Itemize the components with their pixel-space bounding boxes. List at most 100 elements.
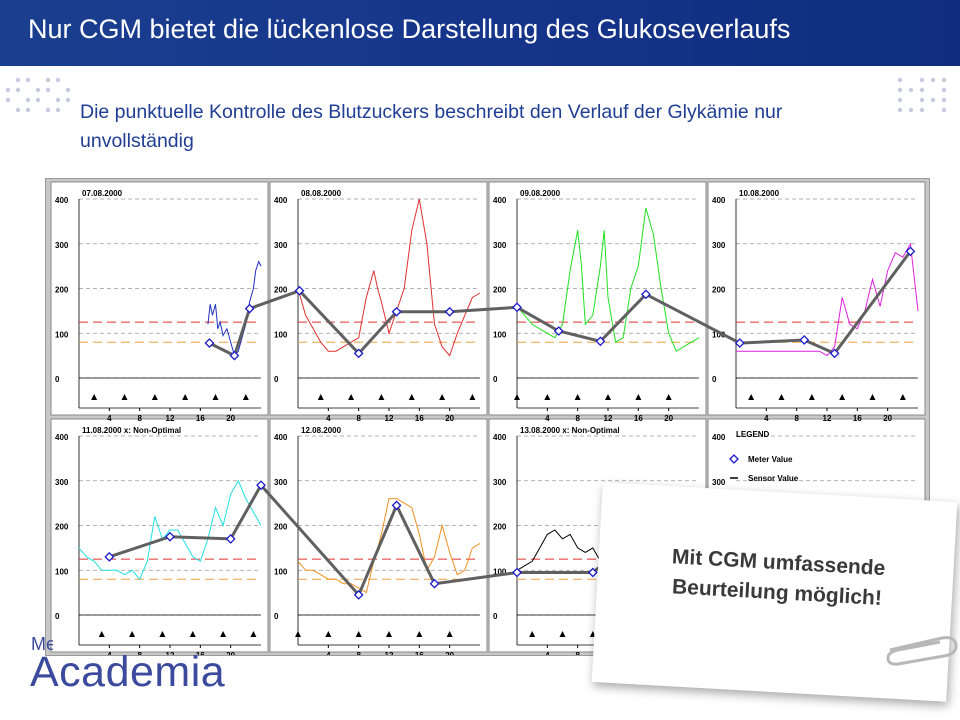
event-marker [378,394,385,400]
y-tick-label: 300 [274,241,288,250]
y-tick-label: 300 [493,241,507,250]
decor-dot [5,87,11,93]
x-tick-label: 4 [326,651,331,655]
sensor-line [516,207,700,352]
sensor-line [207,260,262,357]
event-marker [748,394,755,400]
event-marker [439,394,446,400]
event-marker [808,394,815,400]
x-tick-label: 12 [823,414,832,423]
meter-value-point [905,246,916,257]
decor-dot [55,97,61,103]
y-tick-label: 0 [493,375,498,384]
panel-bg [50,418,269,653]
y-tick-label: 0 [274,612,279,621]
y-tick-label: 100 [712,330,726,339]
x-tick-label: 4 [107,414,112,423]
panel-date-label: 08.08.2000 [301,189,342,198]
event-marker [635,394,642,400]
legend-title: LEGEND [736,430,770,439]
meter-value-point [229,350,240,361]
x-tick-label: 20 [226,414,235,423]
y-tick-label: 300 [55,478,69,487]
panel-date-label: 07.08.2000 [82,189,123,198]
event-marker [514,394,520,400]
x-tick-label: 4 [545,651,550,655]
x-tick-label: 12 [166,651,175,655]
title-bar: Nur CGM bietet die lückenlose Darstellun… [0,0,960,66]
event-marker [469,394,476,400]
meter-trend-line [108,482,685,598]
event-marker [98,631,105,637]
x-tick-label: 8 [794,414,799,423]
decor-dot [897,107,903,113]
meter-value-point [353,348,364,359]
y-tick-label: 400 [274,433,288,442]
sensor-line [297,498,481,594]
y-tick-label: 0 [55,612,60,621]
x-tick-label: 20 [445,651,454,655]
event-marker [605,394,611,400]
y-tick-label: 0 [493,612,498,621]
slide-subtitle: Die punktuelle Kontrolle des Blutzuckers… [80,101,783,152]
brand-logo-text: Academia [30,648,226,696]
panel-date-label: 10.08.2000 [739,189,780,198]
panel-bg [269,181,488,416]
decor-dot [5,97,11,103]
y-tick-label: 300 [712,478,726,487]
meter-value-point [391,500,402,511]
panel-bg [50,181,269,416]
meter-value-point [225,534,236,544]
meter-value-point [429,578,440,589]
x-tick-label: 8 [575,651,580,655]
x-tick-label: 16 [853,414,862,423]
meter-value-point [244,303,255,314]
panel-bg [707,181,926,416]
event-marker [189,631,196,637]
panel-date-label: 13.08.2000 x: Non-Optimal [520,426,620,435]
meter-value-point [204,338,215,349]
decor-dot [897,87,903,93]
legend-sensor-label: Sensor Value [748,474,799,483]
event-marker [665,394,672,400]
y-tick-label: 0 [55,375,60,384]
event-marker [182,394,189,400]
decor-dot [941,97,947,103]
y-tick-label: 100 [274,330,288,339]
event-marker [544,394,551,400]
meter-value-point [353,589,364,600]
decor-dot [55,107,61,113]
x-tick-label: 4 [545,414,550,423]
event-marker [317,394,324,400]
decor-dot [35,97,41,103]
panel-bg [269,418,488,653]
x-tick-label: 16 [196,651,205,655]
event-marker [121,394,128,400]
decor-dot [930,77,936,83]
y-tick-label: 400 [712,433,726,442]
y-tick-label: 100 [493,567,507,576]
decor-dot [15,87,21,93]
x-tick-label: 4 [764,414,769,423]
decor-dot [25,107,31,113]
x-tick-label: 16 [196,414,205,423]
decor-dot [15,77,21,83]
sensor-line [297,198,481,357]
x-tick-label: 8 [575,414,580,423]
y-tick-label: 300 [274,478,288,487]
y-tick-label: 400 [55,196,69,205]
x-tick-label: 16 [634,414,643,423]
y-tick-label: 100 [274,567,288,576]
x-tick-label: 12 [604,414,613,423]
meter-value-point [799,335,810,345]
x-tick-label: 8 [356,651,361,655]
y-tick-label: 100 [493,330,507,339]
y-tick-label: 200 [55,523,69,532]
x-tick-label: 8 [356,414,361,423]
event-marker [416,631,423,637]
x-tick-label: 20 [883,414,892,423]
decor-dot [908,107,914,113]
y-tick-label: 200 [274,286,288,295]
x-tick-label: 12 [385,414,394,423]
event-marker [839,394,846,400]
